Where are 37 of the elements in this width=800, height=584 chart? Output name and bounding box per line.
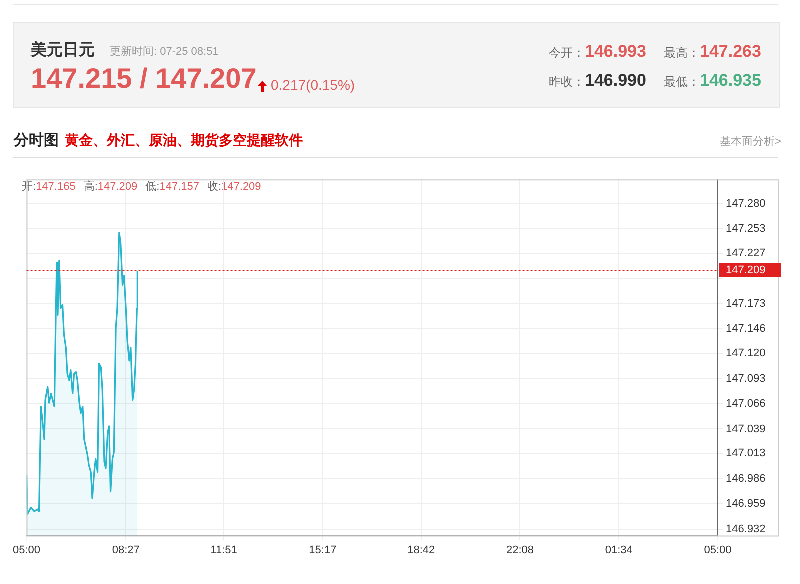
y-tick-label: 147.253 [726,223,766,236]
y-tick-label: 147.066 [726,398,766,410]
text: 基本面分析> [720,135,782,149]
annotation: 低:147.157 [146,181,200,193]
y-tick-label: 147.093 [726,372,766,385]
annotation: 开:147.165 [22,181,76,193]
y-tick-label: 147.039 [726,423,766,436]
text: 最低：146.935 [664,71,762,90]
text: 今开：146.993 [549,42,646,61]
x-tick-label: 11:51 [210,544,238,556]
text: 分时图 [14,131,59,150]
x-tick-label: 01:34 [605,544,633,556]
y-tick-label: 147.120 [726,348,766,360]
text: 黄金、外汇、原油、期货多空提醒软件 [65,132,303,150]
y-tick-label: 147.280 [726,198,766,210]
y-tick-label: 147.173 [726,298,766,310]
y-tick-label: 147.013 [726,448,766,460]
annotation: 收:147.209 [207,181,262,193]
x-tick-label: 22:08 [506,544,534,556]
y-tick-label: 147.146 [726,323,766,336]
text: 0.217(0.15%) [271,77,356,93]
y-tick-label: 146.986 [726,472,766,485]
x-tick-label: 15:17 [309,544,337,556]
text: 147.215 / 147.207 [31,63,257,95]
x-tick-label: 18:42 [408,544,436,556]
x-tick-label: 08:27 [112,544,140,556]
chart-title: 美元日元 [31,40,95,61]
annotation: 高:147.209 [84,181,138,193]
y-tick-label: 146.932 [726,523,766,536]
text: 更新时间: 07-25 08:51 [110,44,219,59]
text: 最高：147.263 [664,42,762,61]
x-tick-label: 05:00 [13,544,41,556]
x-tick-label: 05:00 [704,544,732,556]
y-tick-label: 146.959 [726,498,766,510]
text: 昨收：146.990 [549,71,646,90]
y-tick-label: 147.227 [726,247,766,260]
ref-line-label: 147.209 [726,264,766,277]
